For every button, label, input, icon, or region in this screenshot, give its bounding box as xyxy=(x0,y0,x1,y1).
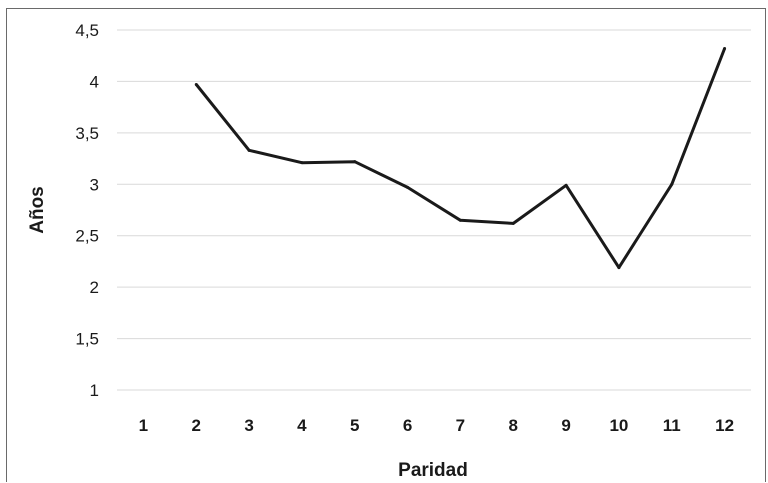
x-tick-label: 1 xyxy=(139,416,148,435)
y-tick-label: 2 xyxy=(90,278,99,297)
x-tick-label: 9 xyxy=(561,416,570,435)
x-tick-label: 2 xyxy=(192,416,201,435)
data-point xyxy=(564,183,568,187)
y-axis-ticks: 1 1,5 2 2,5 3 3,5 4 4,5 xyxy=(75,21,99,400)
x-tick-label: 8 xyxy=(509,416,518,435)
data-point xyxy=(458,218,462,222)
data-point xyxy=(300,161,304,165)
x-axis-title: Paridad xyxy=(398,460,468,481)
y-tick-label: 2,5 xyxy=(75,227,99,246)
data-point xyxy=(511,221,515,225)
data-point xyxy=(617,266,621,270)
series-group xyxy=(194,47,727,270)
y-tick-label: 1 xyxy=(90,381,99,400)
data-point xyxy=(194,83,198,87)
data-point xyxy=(353,160,357,164)
y-tick-label: 3 xyxy=(90,175,99,194)
chart-frame xyxy=(6,8,766,482)
data-point xyxy=(723,47,727,51)
x-tick-label: 12 xyxy=(715,416,734,435)
x-tick-label: 10 xyxy=(609,416,628,435)
x-tick-label: 3 xyxy=(244,416,253,435)
y-tick-label: 4,5 xyxy=(75,21,99,40)
data-point xyxy=(406,185,410,189)
x-tick-label: 6 xyxy=(403,416,412,435)
y-tick-label: 4 xyxy=(90,72,99,91)
x-tick-label: 11 xyxy=(663,416,681,435)
data-point xyxy=(247,148,251,152)
x-axis-ticks: 1 2 3 4 5 6 7 8 9 10 11 12 xyxy=(139,416,734,435)
y-tick-label: 1,5 xyxy=(75,330,99,349)
x-tick-label: 7 xyxy=(456,416,465,435)
x-tick-label: 4 xyxy=(297,416,307,435)
y-axis-title: Años xyxy=(27,186,48,234)
y-tick-label: 3,5 xyxy=(75,124,99,143)
x-tick-label: 5 xyxy=(350,416,359,435)
gridlines xyxy=(117,29,751,391)
data-point xyxy=(670,182,674,186)
